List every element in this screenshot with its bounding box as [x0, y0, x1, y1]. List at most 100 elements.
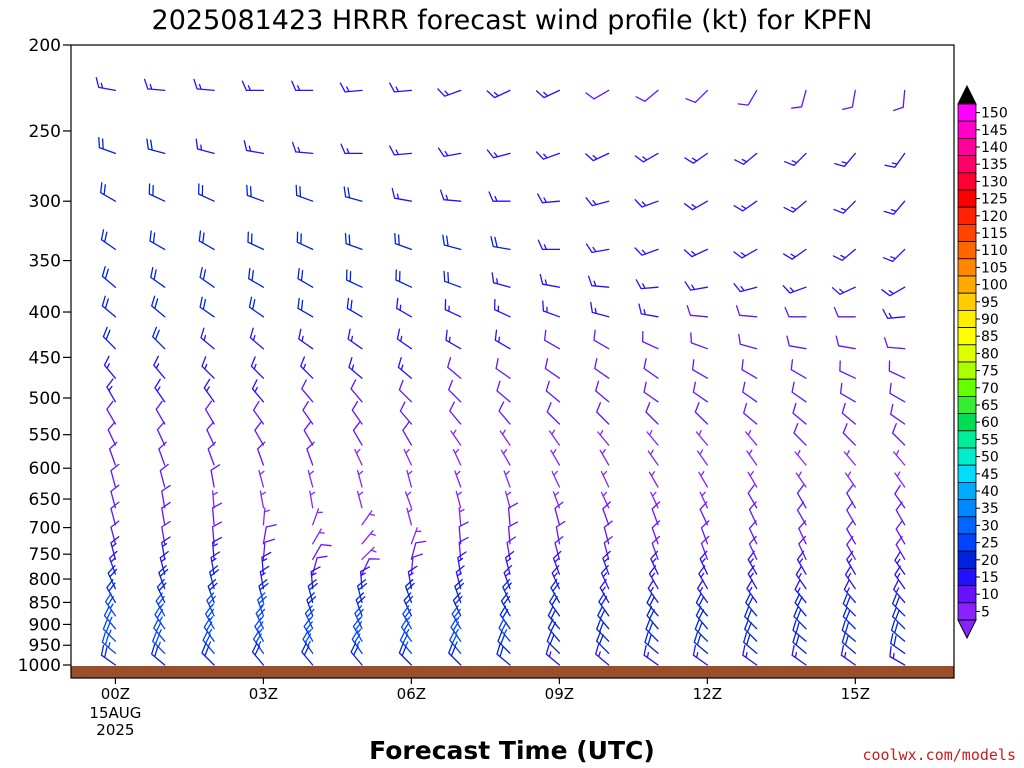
wind-barb — [746, 449, 758, 466]
wind-barb — [101, 266, 117, 288]
wind-barb — [100, 644, 117, 666]
wind-barb — [552, 550, 562, 575]
wind-barb — [106, 578, 117, 604]
wind-barb — [539, 273, 561, 288]
wind-barb — [159, 550, 169, 575]
wind-barb — [634, 247, 659, 256]
wind-barb — [746, 579, 758, 604]
wind-barb — [693, 632, 709, 654]
wind-barb — [301, 379, 314, 403]
wind-barb — [544, 358, 561, 379]
wind-barb — [844, 565, 856, 590]
y-tick-label: 400 — [29, 303, 61, 323]
y-tick-label: 700 — [29, 519, 61, 539]
wind-barb — [890, 620, 906, 642]
wind-barb — [450, 618, 462, 642]
wind-barb — [296, 231, 314, 251]
wind-barb — [794, 449, 807, 466]
colorbar-label: 90 — [981, 312, 999, 328]
wind-barb — [497, 631, 511, 654]
wind-barb — [893, 579, 906, 604]
wind-barb — [252, 630, 265, 654]
wind-barb — [844, 471, 856, 488]
wind-barb — [207, 441, 217, 466]
wind-barb — [891, 606, 906, 630]
colorbar-segment — [957, 447, 977, 466]
wind-barb — [439, 189, 462, 202]
wind-barb — [300, 356, 314, 379]
wind-barb — [110, 520, 120, 545]
colorbar-label: 150 — [981, 106, 1008, 122]
wind-barb — [634, 199, 659, 208]
colorbar-label: 115 — [981, 226, 1008, 242]
wind-barb — [585, 197, 610, 207]
colorbar-segment — [957, 361, 977, 380]
colorbar-segment — [957, 344, 977, 363]
colorbar-label: 20 — [981, 553, 999, 569]
wind-barb — [651, 501, 661, 526]
wind-barb — [597, 429, 610, 446]
wind-barb — [635, 279, 659, 290]
wind-barb — [507, 502, 519, 526]
colorbar-label: 10 — [981, 587, 999, 603]
wind-barb — [596, 631, 610, 654]
colorbar-segment — [957, 241, 977, 260]
wind-barb — [309, 490, 316, 509]
wind-barb — [155, 592, 166, 617]
y-tick-label: 250 — [29, 122, 61, 142]
colorbar-segment — [957, 103, 977, 122]
wind-barb — [695, 593, 709, 617]
wind-barb — [646, 593, 659, 617]
wind-barb — [596, 402, 610, 425]
wind-barb — [748, 535, 758, 560]
wind-barb — [602, 501, 611, 526]
wind-barb — [149, 230, 166, 251]
wind-barb — [394, 232, 413, 251]
wind-barb — [734, 152, 758, 165]
colorbar-label: 95 — [981, 295, 999, 311]
wind-barb — [304, 605, 315, 630]
wind-barb — [448, 379, 462, 403]
colorbar-segment — [957, 258, 977, 277]
colorbar-segment — [957, 568, 977, 587]
colorbar-segment — [957, 585, 977, 604]
colorbar-label: 135 — [981, 157, 1008, 173]
wind-barb — [103, 355, 117, 379]
wind-barb — [455, 490, 462, 509]
wind-barb — [644, 632, 659, 654]
wind-barb — [400, 618, 413, 642]
wind-barb — [347, 328, 363, 350]
colorbar-label: 110 — [981, 243, 1008, 259]
wind-barb — [246, 184, 265, 202]
wind-barb — [443, 270, 462, 288]
wind-barb — [651, 520, 661, 545]
wind-barb — [200, 327, 215, 350]
wind-barb — [146, 138, 166, 155]
wind-barb — [602, 550, 611, 575]
wind-barb — [548, 592, 561, 617]
wind-barb — [306, 441, 315, 466]
wind-barb — [881, 286, 906, 297]
wind-barb — [733, 248, 758, 259]
wind-barb — [694, 402, 709, 425]
wind-barb — [297, 268, 314, 288]
colorbar-label: 125 — [981, 192, 1008, 208]
wind-barb — [883, 337, 906, 350]
wind-barb — [486, 89, 511, 99]
wind-barb — [839, 360, 856, 379]
wind-barb — [107, 421, 117, 446]
wind-barb — [291, 80, 314, 92]
wind-barb — [499, 429, 511, 446]
wind-barb — [742, 644, 758, 666]
y-tick-label: 200 — [29, 36, 61, 56]
wind-barb — [250, 356, 265, 379]
wind-barb — [798, 520, 807, 545]
wind-barb — [692, 381, 709, 403]
colorbar-segment — [957, 206, 977, 225]
colorbar-label: 45 — [981, 467, 999, 483]
wind-barb — [248, 296, 265, 318]
wind-barb — [491, 272, 511, 288]
colorbar-label: 145 — [981, 123, 1008, 139]
wind-barb — [890, 403, 906, 425]
colorbar-segment — [957, 413, 977, 432]
